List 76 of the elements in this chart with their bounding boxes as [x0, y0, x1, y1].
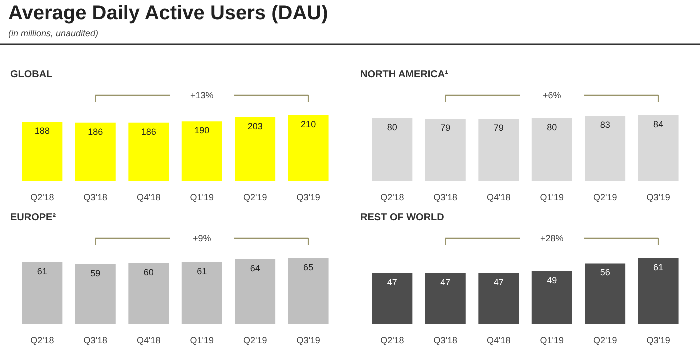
- data-label: 49: [547, 275, 558, 286]
- bar: [638, 258, 679, 324]
- data-label: 60: [144, 267, 154, 278]
- data-label: 210: [301, 119, 316, 130]
- data-label: 83: [600, 120, 610, 130]
- x-tick-label: Q1'19: [190, 192, 214, 202]
- x-tick-label: Q2'19: [243, 192, 268, 202]
- x-tick-label: Q3'19: [646, 336, 670, 346]
- x-tick-label: Q3'18: [84, 336, 108, 346]
- data-label: 61: [37, 266, 48, 276]
- text: Average Daily Active Users (DAU): [8, 2, 328, 24]
- data-label: 188: [34, 126, 50, 136]
- bar: [235, 259, 276, 324]
- x-tick-label: Q2'18: [30, 336, 54, 346]
- data-label: 80: [387, 122, 398, 132]
- data-label: 186: [141, 126, 156, 137]
- bar: [288, 115, 329, 182]
- x-tick-label: Q2'19: [593, 192, 618, 202]
- data-label: 47: [387, 277, 398, 288]
- text: +6%: [542, 90, 562, 100]
- bar: [22, 122, 63, 182]
- x-tick-label: Q3'18: [434, 336, 458, 346]
- data-label: 64: [250, 263, 260, 274]
- x-tick-label: Q3'18: [84, 192, 108, 202]
- x-tick-label: Q3'19: [296, 192, 320, 202]
- data-label: 203: [248, 122, 263, 132]
- x-tick-label: Q1'19: [540, 336, 564, 346]
- chart-title: REST OF WORLD: [360, 212, 444, 224]
- bar: [235, 118, 276, 182]
- x-tick-label: Q2'18: [30, 192, 54, 202]
- x-tick-label: Q4'18: [137, 336, 161, 346]
- x-tick-label: Q2'18: [380, 192, 404, 202]
- bar: [585, 264, 626, 324]
- data-label: 65: [304, 262, 314, 272]
- data-label: 79: [440, 123, 451, 134]
- bar: [75, 122, 116, 182]
- data-label: 186: [88, 126, 104, 137]
- data-label: 56: [600, 268, 610, 278]
- bar: [75, 264, 116, 324]
- bar: [128, 263, 170, 324]
- x-tick-label: Q2'18: [380, 336, 404, 346]
- bar: [425, 273, 466, 324]
- data-label: 59: [90, 268, 101, 278]
- data-label: 47: [440, 277, 451, 288]
- data-label: 47: [494, 277, 504, 288]
- x-tick-label: Q1'19: [190, 336, 214, 346]
- data-label: 61: [654, 262, 664, 272]
- bar: [22, 262, 63, 324]
- text: +13%: [190, 90, 214, 100]
- x-tick-label: Q4'18: [487, 192, 511, 202]
- text: +9%: [192, 233, 212, 244]
- x-tick-label: Q1'19: [540, 192, 564, 202]
- x-tick-label: Q3'18: [434, 192, 458, 202]
- bar: [128, 122, 170, 182]
- data-label: 80: [547, 122, 558, 132]
- chart-title: EUROPE²: [10, 212, 57, 224]
- bar: [182, 122, 222, 182]
- x-tick-label: Q4'18: [137, 192, 161, 202]
- data-label: 61: [197, 266, 208, 276]
- bar: [288, 258, 329, 324]
- x-tick-label: Q2'19: [243, 336, 268, 346]
- x-tick-label: Q3'19: [296, 336, 320, 346]
- bar: [372, 273, 413, 324]
- x-tick-label: Q4'18: [487, 336, 511, 346]
- data-label: 79: [494, 123, 504, 134]
- bar: [478, 273, 520, 324]
- x-tick-label: Q3'19: [646, 192, 670, 202]
- data-label: 84: [654, 119, 664, 130]
- x-tick-label: Q2'19: [593, 336, 618, 346]
- bar: [532, 271, 572, 324]
- text: (in millions, unaudited): [8, 28, 99, 38]
- data-label: 190: [194, 126, 210, 136]
- chart-title: NORTH AMERICA¹: [360, 70, 450, 80]
- text: +28%: [540, 233, 564, 244]
- chart-title: GLOBAL: [10, 70, 53, 80]
- bar: [182, 262, 222, 324]
